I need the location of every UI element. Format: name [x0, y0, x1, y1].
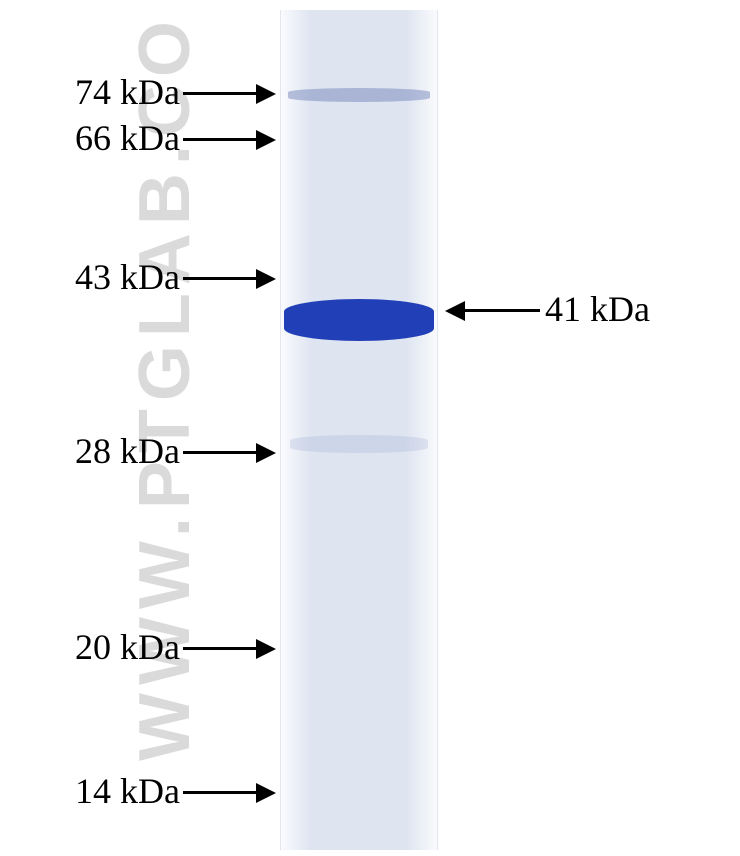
marker-label: 20 kDa — [20, 626, 180, 668]
marker-label: 66 kDa — [20, 117, 180, 159]
marker-label: 74 kDa — [20, 71, 180, 113]
gel-band — [288, 88, 430, 102]
gel-image: WWW.PTGLAB.CO 74 kDa66 kDa43 kDa28 kDa20… — [0, 0, 740, 856]
target-label: 41 kDa — [545, 288, 650, 330]
gel-band — [290, 435, 428, 453]
marker-label: 14 kDa — [20, 770, 180, 812]
marker-label: 43 kDa — [20, 256, 180, 298]
gel-lane — [280, 10, 438, 850]
marker-label: 28 kDa — [20, 430, 180, 472]
gel-band — [284, 299, 434, 341]
